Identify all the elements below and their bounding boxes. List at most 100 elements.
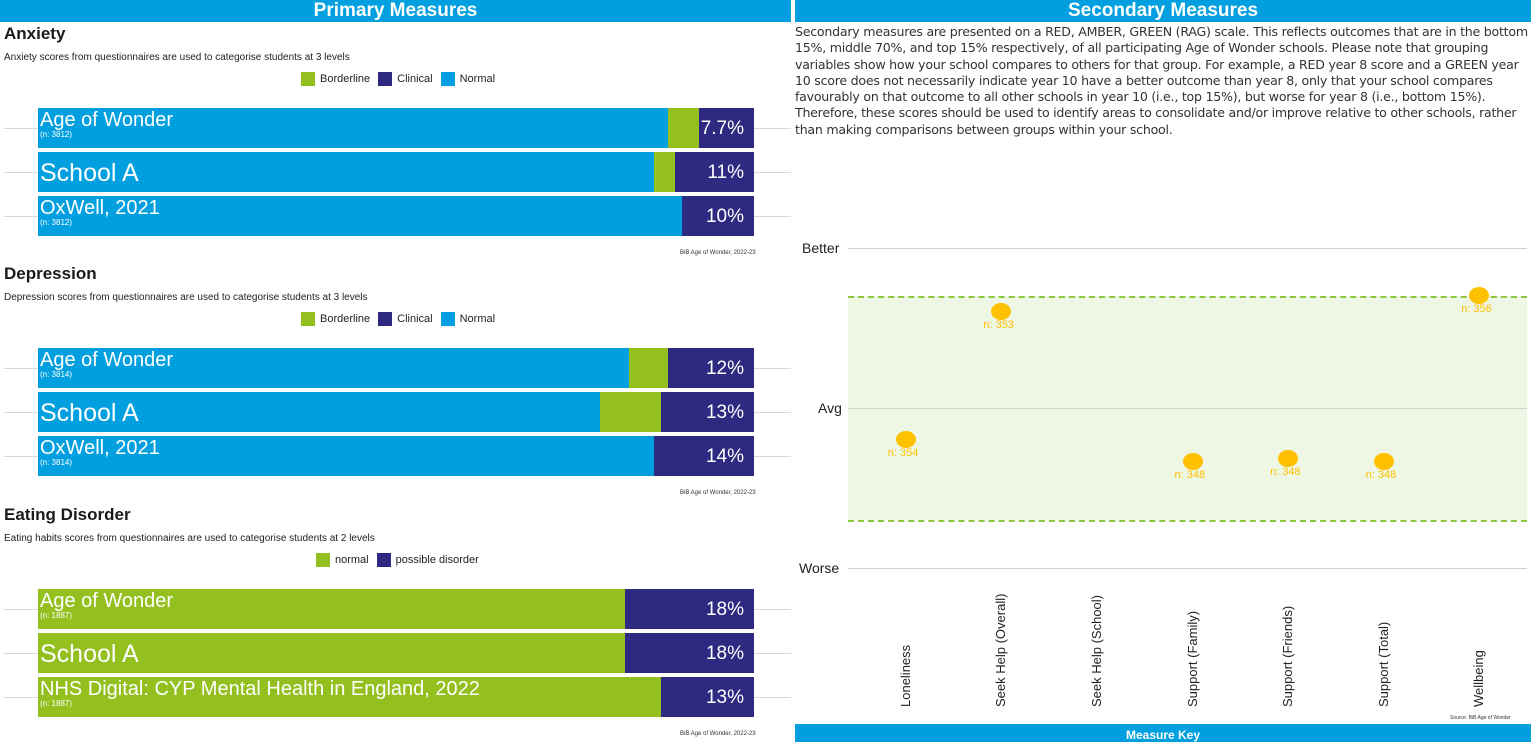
data-point-label: n: 354 [887, 447, 919, 459]
depression-description: Depression scores from questionnaires ar… [4, 292, 368, 303]
bar-percent: 18% [705, 643, 744, 664]
depression-legend: Borderline Clinical Normal [301, 312, 503, 326]
rag-chart-source: Source: BiB Age of Wonder [1450, 715, 1511, 721]
legend-label: Clinical [397, 313, 433, 325]
legend-label: Borderline [320, 313, 371, 325]
primary-measures-header: Primary Measures [0, 0, 791, 22]
data-point-label: n: 353 [983, 319, 1014, 331]
bar-segment [38, 348, 629, 388]
anxiety-title: Anxiety [4, 24, 66, 43]
stacked-bar[interactable] [38, 677, 754, 717]
bar-segment [38, 392, 601, 432]
legend-label: Borderline [320, 73, 371, 85]
bar-segment [668, 348, 754, 388]
data-point[interactable] [1278, 450, 1299, 468]
legend-item[interactable]: possible disorder [376, 553, 479, 567]
bar-segment [625, 589, 754, 629]
band-upper-line [848, 296, 1527, 298]
legend-item[interactable]: normal [316, 553, 369, 567]
bar-percent: 13% [705, 687, 744, 708]
eating-disorder-description: Eating habits scores from questionnaires… [4, 533, 375, 544]
data-point-label: n: 348 [1270, 466, 1301, 479]
data-point[interactable] [991, 303, 1012, 320]
legend-swatch [316, 553, 330, 567]
legend-item[interactable]: Clinical [378, 72, 433, 86]
bar-segment [653, 152, 676, 192]
data-point[interactable] [1373, 453, 1394, 471]
bar-segment [625, 633, 754, 673]
legend-label: Normal [459, 313, 496, 325]
y-level-worse: Worse [799, 560, 840, 576]
bar-segment [628, 348, 669, 388]
stacked-bar[interactable] [38, 108, 754, 148]
anxiety-legend: Borderline Clinical Normal [301, 72, 503, 86]
legend-swatch [440, 312, 455, 326]
bar-segment [698, 108, 754, 148]
data-point[interactable] [1469, 287, 1490, 304]
legend-swatch [440, 72, 455, 86]
bar-percent: 14% [705, 446, 744, 467]
bar-segment [660, 392, 754, 432]
x-category-label: Wellbeing [1471, 650, 1487, 707]
stacked-bar[interactable] [38, 196, 754, 236]
legend-item[interactable]: Borderline [301, 72, 370, 86]
x-category-label: Support (Family) [1184, 610, 1200, 707]
legend-swatch [378, 72, 393, 86]
bar-percent: 18% [705, 599, 744, 620]
legend-label: Normal [459, 73, 496, 85]
bar-segment [682, 196, 754, 236]
bar-segment [668, 108, 699, 148]
bar-segment [38, 436, 654, 476]
y-level-better: Better [802, 240, 840, 256]
legend-swatch [376, 553, 391, 567]
chart-source: BiB Age of Wonder, 2022-23 [680, 490, 756, 496]
bar-percent: 13% [705, 402, 744, 423]
bar-segment [38, 108, 669, 148]
legend-swatch [378, 312, 393, 326]
data-point-label: n: 348 [1365, 469, 1397, 482]
anxiety-description: Anxiety scores from questionnaires are u… [4, 52, 350, 63]
stacked-bar[interactable] [38, 348, 754, 388]
legend-item[interactable]: Clinical [378, 312, 433, 326]
stacked-bar[interactable] [38, 436, 754, 476]
bar-segment [38, 589, 626, 629]
bar-percent: 12% [705, 358, 744, 379]
x-category-label: Loneliness [897, 644, 913, 707]
secondary-intro-text: Secondary measures are presented on a RE… [795, 24, 1528, 137]
depression-title: Depression [4, 264, 97, 283]
measure-key-header[interactable]: Measure Key [795, 724, 1531, 742]
stacked-bar[interactable] [38, 392, 754, 432]
x-category-label: Seek Help (Overall) [993, 593, 1009, 707]
bar-segment [675, 152, 754, 192]
stacked-bar[interactable] [38, 633, 754, 673]
y-gridline [848, 408, 1527, 409]
legend-label: Clinical [397, 73, 433, 85]
bar-segment [653, 436, 754, 476]
data-point[interactable] [895, 431, 916, 448]
data-point[interactable] [1182, 453, 1203, 471]
stacked-bar[interactable] [38, 152, 754, 192]
bar-segment [38, 152, 654, 192]
x-category-label: Support (Total) [1375, 621, 1391, 707]
chart-source: BiB Age of Wonder, 2022-23 [680, 250, 756, 256]
bar-segment [660, 677, 754, 717]
bar-percent: 7.7% [700, 118, 744, 139]
legend-item[interactable]: Normal [440, 72, 496, 86]
data-point-label: n: 356 [1461, 303, 1492, 315]
legend-item[interactable]: Normal [440, 312, 496, 326]
x-category-label: Seek Help (School) [1088, 595, 1104, 707]
bar-percent: 10% [705, 206, 744, 227]
legend-label: normal [335, 554, 369, 566]
legend-item[interactable]: Borderline [301, 312, 370, 326]
stacked-bar[interactable] [38, 589, 754, 629]
y-gridline [848, 568, 1527, 569]
bar-segment [600, 392, 661, 432]
x-category-label: Support (Friends) [1280, 605, 1296, 707]
eating-disorder-legend: normal possible disorder [316, 553, 487, 567]
legend-swatch [301, 312, 315, 326]
data-point-label: n: 348 [1174, 469, 1206, 482]
y-gridline [848, 248, 1527, 249]
eating-disorder-title: Eating Disorder [4, 505, 131, 524]
y-level-avg: Avg [818, 400, 842, 416]
bar-segment [38, 633, 626, 673]
